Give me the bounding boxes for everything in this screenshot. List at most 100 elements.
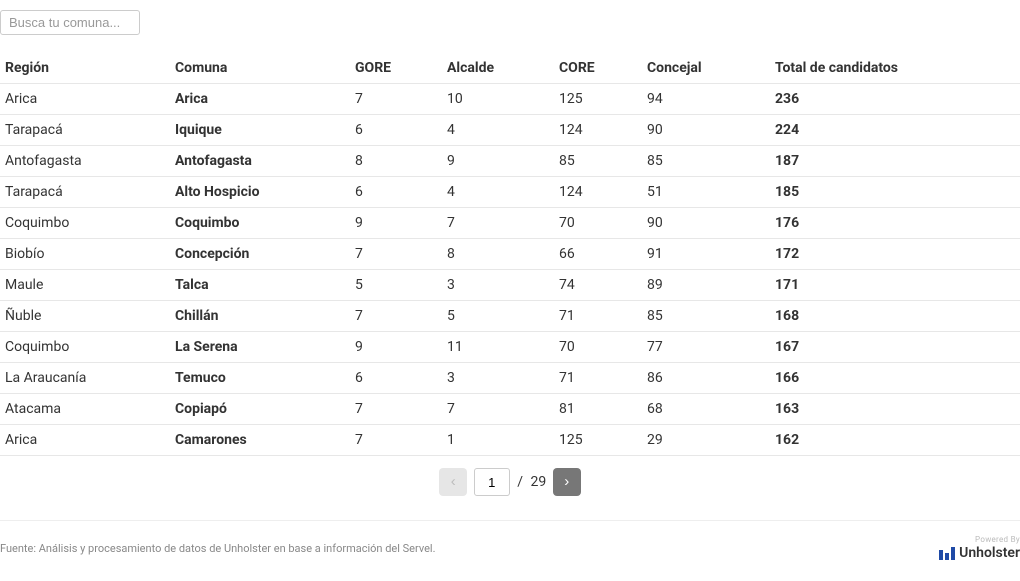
cell: 91 [642, 239, 770, 270]
cell: 168 [770, 301, 1020, 332]
cell: 4 [442, 115, 554, 146]
cell: 90 [642, 208, 770, 239]
cell: 162 [770, 425, 1020, 456]
cell: 89 [642, 270, 770, 301]
search-box [0, 10, 1020, 35]
cell: 7 [350, 301, 442, 332]
cell: 7 [442, 208, 554, 239]
brand-logo-icon [939, 546, 955, 560]
cell: 71 [554, 363, 642, 394]
cell: 7 [350, 394, 442, 425]
cell: 166 [770, 363, 1020, 394]
cell: La Araucanía [0, 363, 170, 394]
cell: 1 [442, 425, 554, 456]
pager-separator: / [517, 474, 523, 490]
cell: Coquimbo [0, 208, 170, 239]
cell: 125 [554, 84, 642, 115]
cell: 187 [770, 146, 1020, 177]
cell: Arica [0, 84, 170, 115]
table-row: ÑubleChillán757185168 [0, 301, 1020, 332]
col-total[interactable]: Total de candidatos [770, 53, 1020, 84]
cell: Atacama [0, 394, 170, 425]
table-row: TarapacáAlto Hospicio6412451185 [0, 177, 1020, 208]
cell: 6 [350, 115, 442, 146]
table-row: AntofagastaAntofagasta898585187 [0, 146, 1020, 177]
cell: Chillán [170, 301, 350, 332]
col-region[interactable]: Región [0, 53, 170, 84]
cell: 3 [442, 270, 554, 301]
pager-next-button[interactable]: › [553, 468, 581, 496]
cell: 125 [554, 425, 642, 456]
cell: 9 [350, 332, 442, 363]
cell: Maule [0, 270, 170, 301]
cell: 224 [770, 115, 1020, 146]
cell: 5 [350, 270, 442, 301]
col-comuna[interactable]: Comuna [170, 53, 350, 84]
table-header-row: Región Comuna GORE Alcalde CORE Concejal… [0, 53, 1020, 84]
pager-current-input[interactable] [474, 468, 510, 496]
cell: 90 [642, 115, 770, 146]
candidates-table: Región Comuna GORE Alcalde CORE Concejal… [0, 53, 1020, 456]
cell: Tarapacá [0, 115, 170, 146]
table-row: CoquimboLa Serena9117077167 [0, 332, 1020, 363]
cell: 185 [770, 177, 1020, 208]
pager-prev-button[interactable]: ‹ [439, 468, 467, 496]
col-gore[interactable]: GORE [350, 53, 442, 84]
cell: 8 [442, 239, 554, 270]
cell: Biobío [0, 239, 170, 270]
cell: 6 [350, 177, 442, 208]
cell: 77 [642, 332, 770, 363]
cell: Camarones [170, 425, 350, 456]
col-alcalde[interactable]: Alcalde [442, 53, 554, 84]
cell: Tarapacá [0, 177, 170, 208]
cell: Iquique [170, 115, 350, 146]
cell: 74 [554, 270, 642, 301]
cell: Talca [170, 270, 350, 301]
cell: Arica [0, 425, 170, 456]
table-row: La AraucaníaTemuco637186166 [0, 363, 1020, 394]
cell: La Serena [170, 332, 350, 363]
cell: 86 [642, 363, 770, 394]
cell: 124 [554, 177, 642, 208]
cell: Antofagasta [0, 146, 170, 177]
table-row: MauleTalca537489171 [0, 270, 1020, 301]
table-row: AricaCamarones7112529162 [0, 425, 1020, 456]
cell: Temuco [170, 363, 350, 394]
cell: 11 [442, 332, 554, 363]
cell: Alto Hospicio [170, 177, 350, 208]
footer-source-text: Fuente: Análisis y procesamiento de dato… [0, 542, 436, 555]
cell: 163 [770, 394, 1020, 425]
cell: 8 [350, 146, 442, 177]
cell: 81 [554, 394, 642, 425]
table-row: BiobíoConcepción786691172 [0, 239, 1020, 270]
cell: Coquimbo [0, 332, 170, 363]
col-concejal[interactable]: Concejal [642, 53, 770, 84]
cell: Coquimbo [170, 208, 350, 239]
cell: 4 [442, 177, 554, 208]
cell: 124 [554, 115, 642, 146]
cell: 70 [554, 208, 642, 239]
cell: 167 [770, 332, 1020, 363]
cell: 68 [642, 394, 770, 425]
col-core[interactable]: CORE [554, 53, 642, 84]
cell: 7 [442, 394, 554, 425]
cell: 94 [642, 84, 770, 115]
cell: 66 [554, 239, 642, 270]
cell: 7 [350, 84, 442, 115]
cell: 10 [442, 84, 554, 115]
cell: 85 [554, 146, 642, 177]
search-input[interactable] [0, 10, 140, 35]
cell: Antofagasta [170, 146, 350, 177]
table-row: CoquimboCoquimbo977090176 [0, 208, 1020, 239]
cell: 71 [554, 301, 642, 332]
pager-total: 29 [531, 474, 547, 490]
cell: 9 [442, 146, 554, 177]
cell: 9 [350, 208, 442, 239]
table-row: AtacamaCopiapó778168163 [0, 394, 1020, 425]
cell: 29 [642, 425, 770, 456]
cell: 236 [770, 84, 1020, 115]
cell: Arica [170, 84, 350, 115]
cell: 3 [442, 363, 554, 394]
cell: 7 [350, 425, 442, 456]
footer-brand[interactable]: Powered By Unholster [939, 535, 1020, 561]
